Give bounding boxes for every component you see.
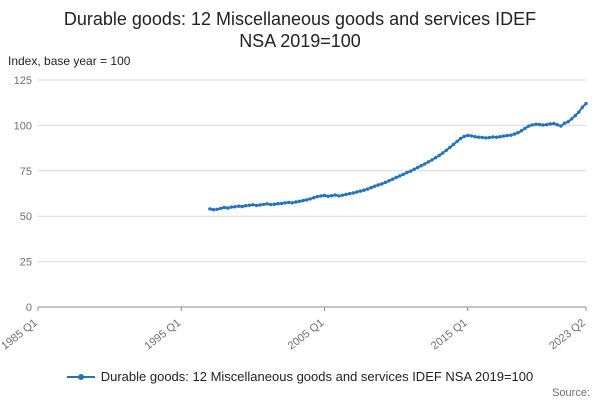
svg-text:1995 Q1: 1995 Q1 (142, 317, 183, 352)
line-chart: 0 25 50 75 100 125 1985 Q1 1995 Q1 2005 Q1 2015 Q… (0, 75, 588, 352)
svg-text:100: 100 (14, 120, 32, 132)
chart-title-line2: NSA 2019=100 (239, 31, 361, 51)
svg-text:2005 Q1: 2005 Q1 (286, 317, 327, 352)
svg-text:50: 50 (20, 211, 32, 223)
legend-label: Durable goods: 12 Miscellaneous goods an… (100, 369, 534, 384)
svg-text:2023 Q2: 2023 Q2 (547, 317, 588, 352)
source-label: Source: (552, 387, 590, 399)
svg-text:125: 125 (14, 75, 32, 87)
svg-text:1985 Q1: 1985 Q1 (0, 317, 40, 352)
svg-text:2015 Q1: 2015 Q1 (429, 317, 470, 352)
legend-item[interactable]: Durable goods: 12 Miscellaneous goods an… (66, 369, 534, 384)
y-axis-unit-label: Index, base year = 100 (8, 54, 131, 68)
chart-title-line1: Durable goods: 12 Miscellaneous goods an… (63, 9, 537, 29)
svg-text:75: 75 (20, 166, 32, 178)
svg-text:0: 0 (26, 302, 32, 314)
legend-line-marker-icon (66, 373, 95, 380)
legend: Durable goods: 12 Miscellaneous goods an… (0, 369, 600, 384)
chart-title: Durable goods: 12 Miscellaneous goods an… (0, 0, 600, 52)
svg-text:25: 25 (20, 257, 32, 269)
